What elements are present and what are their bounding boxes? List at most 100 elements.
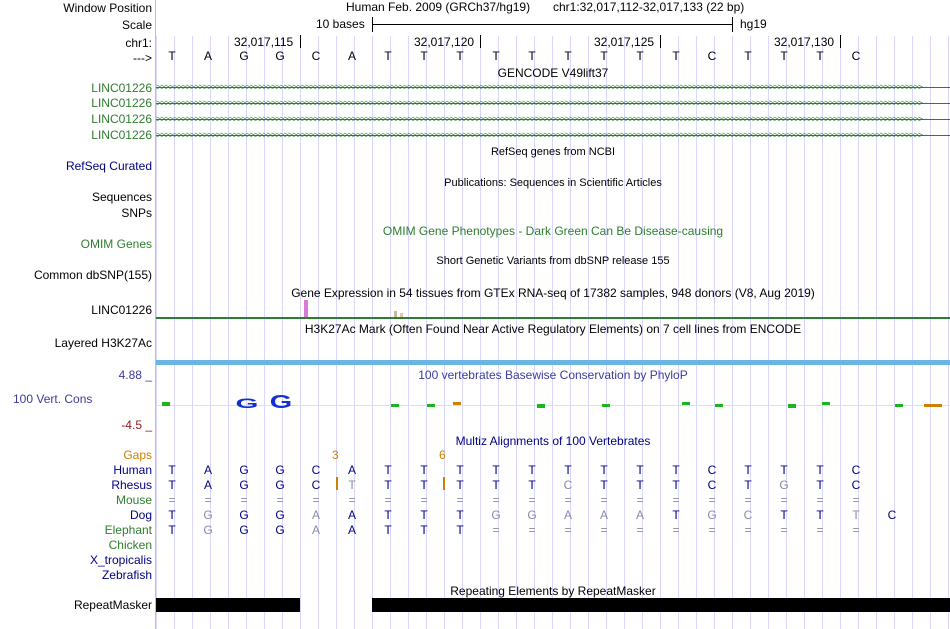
alignment-base: = bbox=[528, 523, 536, 537]
gtex-bar[interactable] bbox=[304, 300, 308, 317]
omim-track-label[interactable]: OMIM Genes bbox=[80, 237, 152, 251]
grid-line bbox=[876, 36, 877, 629]
multiz-track-title: Multiz Alignments of 100 Vertebrates bbox=[455, 434, 651, 448]
base: G bbox=[239, 49, 249, 63]
grid-line bbox=[282, 36, 283, 629]
alignment-base: T bbox=[456, 523, 464, 537]
base: T bbox=[420, 49, 428, 63]
grid-line bbox=[786, 36, 787, 629]
grid-line bbox=[246, 36, 247, 629]
dbsnp-track-label[interactable]: Common dbSNP(155) bbox=[33, 268, 152, 282]
alignment-base: A bbox=[311, 523, 320, 537]
alignment-base: T bbox=[672, 478, 680, 492]
grid-line bbox=[714, 36, 715, 629]
alignment-base: G bbox=[275, 523, 285, 537]
position-label: 32,017,115 bbox=[234, 35, 294, 49]
refseq-track-title: RefSeq genes from NCBI bbox=[490, 146, 616, 158]
gencode-track-label[interactable]: LINC01226 bbox=[91, 81, 152, 95]
grid-line bbox=[498, 36, 499, 629]
grid-line bbox=[318, 36, 319, 629]
track-labels-panel: Window Position Scale chr1: ---> LINC012… bbox=[0, 0, 156, 629]
base: T bbox=[528, 49, 536, 63]
alignment-base: = bbox=[420, 493, 428, 507]
base: A bbox=[347, 49, 356, 63]
gencode-transcript[interactable] bbox=[156, 119, 950, 120]
alignment-base: T bbox=[780, 508, 788, 522]
grid-line bbox=[804, 36, 805, 629]
cons-max-label: 4.88 _ bbox=[118, 368, 152, 382]
cons-track-label[interactable]: 100 Vert. Cons bbox=[13, 392, 93, 406]
gencode-track-label[interactable]: LINC01226 bbox=[91, 96, 152, 110]
gene-strand-arrows: >>>>>>>>>>>>>>>>>>>>>>>>>>>>>>>>>>>>>>>>… bbox=[156, 83, 923, 92]
alignment-base: = bbox=[708, 493, 716, 507]
alignment-base: T bbox=[672, 463, 680, 477]
grid-line bbox=[408, 36, 409, 629]
grid-line bbox=[606, 36, 607, 629]
gene-strand-arrows: >>>>>>>>>>>>>>>>>>>>>>>>>>>>>>>>>>>>>>>>… bbox=[156, 99, 923, 108]
scale-bar bbox=[372, 24, 732, 25]
grid-line bbox=[300, 36, 301, 629]
gencode-track-label[interactable]: LINC01226 bbox=[91, 128, 152, 142]
tracks-panel[interactable]: Human Feb. 2009 (GRCh37/hg19) chr1:32,01… bbox=[156, 0, 950, 629]
alignment-base: = bbox=[204, 493, 212, 507]
snps-track-label[interactable]: SNPs bbox=[121, 206, 152, 220]
alignment-base: = bbox=[492, 523, 500, 537]
grid-line bbox=[660, 36, 661, 629]
position-label: 32,017,125 bbox=[594, 35, 655, 49]
alignment-base: A bbox=[203, 463, 212, 477]
cons-score-mark bbox=[895, 404, 903, 407]
alignment-base: = bbox=[492, 493, 500, 507]
alignment-base: = bbox=[384, 493, 392, 507]
gtex-track-label[interactable]: LINC01226 bbox=[91, 303, 152, 317]
alignment-base: C bbox=[743, 508, 753, 522]
sequences-track-label[interactable]: Sequences bbox=[91, 190, 152, 204]
gap-marker bbox=[336, 477, 338, 490]
refseq-track-label[interactable]: RefSeq Curated bbox=[65, 159, 152, 173]
grid-line bbox=[840, 36, 841, 629]
position-tick bbox=[840, 35, 841, 48]
base: T bbox=[168, 49, 176, 63]
alignment-base: = bbox=[312, 493, 320, 507]
base: G bbox=[275, 49, 285, 63]
gencode-transcript[interactable] bbox=[156, 135, 950, 136]
alignment-base: T bbox=[744, 463, 752, 477]
alignment-base: = bbox=[276, 493, 284, 507]
gencode-track-label[interactable]: LINC01226 bbox=[91, 112, 152, 126]
base: T bbox=[456, 49, 464, 63]
alignment-base: T bbox=[816, 478, 824, 492]
gtex-bar[interactable] bbox=[394, 311, 397, 317]
grid-line bbox=[732, 36, 733, 629]
cons-score-mark bbox=[537, 404, 545, 408]
base: C bbox=[707, 49, 717, 63]
alignment-base: = bbox=[240, 493, 248, 507]
cons-score-mark bbox=[427, 404, 435, 407]
alignment-base: = bbox=[852, 523, 860, 537]
alignment-base: = bbox=[780, 493, 788, 507]
position-label: 32,017,130 bbox=[774, 35, 835, 49]
repeatmasker-track-label[interactable]: RepeatMasker bbox=[73, 598, 152, 612]
alignment-base: T bbox=[528, 478, 536, 492]
position-tick bbox=[300, 35, 301, 48]
alignment-base: G bbox=[203, 508, 213, 522]
alignment-base: T bbox=[384, 478, 392, 492]
h3k27ac-signal[interactable] bbox=[156, 360, 950, 365]
grid-line bbox=[372, 36, 373, 629]
species-label: Mouse bbox=[115, 493, 152, 507]
gencode-transcript[interactable] bbox=[156, 103, 950, 104]
gap-marker bbox=[443, 477, 445, 490]
cons-score-mark bbox=[391, 404, 399, 407]
alignment-base: = bbox=[672, 523, 680, 537]
grid-line bbox=[624, 36, 625, 629]
alignment-base: = bbox=[744, 493, 752, 507]
alignment-base: T bbox=[384, 508, 392, 522]
h3k27ac-track-label[interactable]: Layered H3K27Ac bbox=[54, 336, 152, 350]
gencode-transcript[interactable] bbox=[156, 87, 950, 88]
repeat-element[interactable] bbox=[156, 598, 300, 612]
cons-score-mark bbox=[924, 404, 942, 407]
alignment-base: T bbox=[168, 463, 176, 477]
alignment-base: C bbox=[311, 463, 321, 477]
species-label: Elephant bbox=[104, 523, 152, 537]
base: T bbox=[780, 49, 788, 63]
repeat-element[interactable] bbox=[372, 598, 950, 612]
gtex-bar[interactable] bbox=[400, 313, 403, 317]
